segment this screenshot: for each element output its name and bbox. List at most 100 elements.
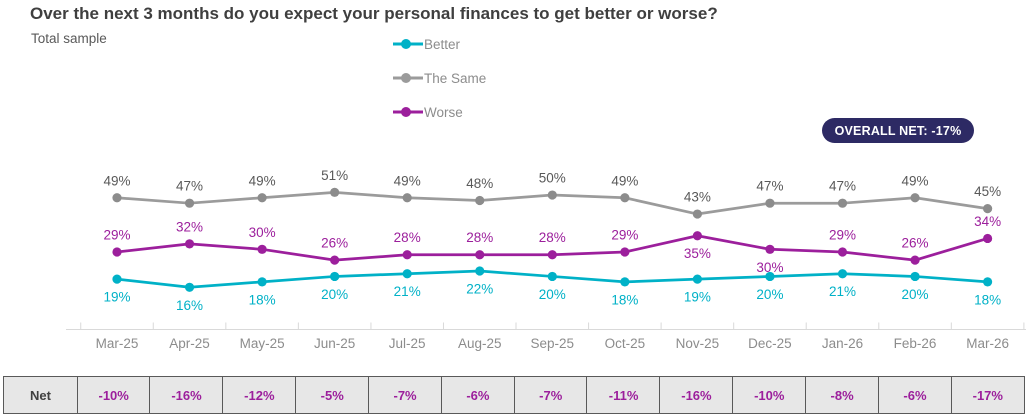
data-label-worse: 32% <box>176 219 203 234</box>
net-row-header: Net <box>3 376 78 414</box>
data-label-worse: 29% <box>103 228 130 243</box>
data-label-the-same: 49% <box>103 173 130 188</box>
data-point-worse <box>475 250 485 260</box>
data-label-the-same: 47% <box>176 179 203 194</box>
x-axis-label: Jul-25 <box>389 336 426 351</box>
data-point-better <box>402 269 412 279</box>
data-label-better: 20% <box>539 287 566 302</box>
net-value-cell: -6% <box>440 376 516 414</box>
data-label-the-same: 43% <box>684 190 711 205</box>
data-label-worse: 28% <box>466 230 493 245</box>
net-value-cell: -11% <box>586 376 661 414</box>
data-point-the-same <box>692 209 703 219</box>
net-value-cell: -5% <box>295 376 370 414</box>
data-point-the-same <box>402 193 412 203</box>
data-label-worse: 29% <box>611 228 638 243</box>
legend-marker-the-same-icon <box>393 73 423 83</box>
net-value-cell: -7% <box>367 376 443 414</box>
data-label-worse: 28% <box>394 230 421 245</box>
legend-label-the-same: The Same <box>424 70 487 86</box>
data-point-worse <box>983 233 993 244</box>
data-point-better <box>837 269 848 279</box>
chart-subtitle: Total sample <box>31 31 107 46</box>
data-label-the-same: 48% <box>466 176 493 191</box>
data-point-the-same <box>620 193 630 203</box>
x-axis-label: May-25 <box>240 336 285 351</box>
data-label-better: 20% <box>902 287 929 302</box>
x-axis-label: Sep-25 <box>531 336 575 351</box>
net-value-cell: -8% <box>804 376 880 414</box>
data-label-the-same: 50% <box>539 171 566 186</box>
legend-item-worse: Worse <box>393 104 486 120</box>
data-label-better: 19% <box>684 290 711 305</box>
x-axis-label: Aug-25 <box>458 336 502 351</box>
data-point-the-same <box>983 204 993 214</box>
data-label-better: 18% <box>249 292 276 307</box>
data-label-worse: 35% <box>684 246 711 261</box>
x-axis-label: Jun-25 <box>314 336 355 351</box>
data-point-worse <box>620 247 630 257</box>
legend-label-better: Better <box>424 36 461 52</box>
data-point-worse <box>402 250 412 260</box>
data-point-the-same <box>112 193 122 203</box>
net-value-cell: -16% <box>659 376 734 414</box>
data-point-worse <box>765 244 775 254</box>
chart-legend: Better The Same Worse <box>393 36 487 140</box>
x-axis-label: Dec-25 <box>748 336 792 351</box>
data-point-the-same <box>765 198 775 208</box>
data-label-the-same: 49% <box>611 173 638 188</box>
x-axis-label: Oct-25 <box>605 336 646 351</box>
x-axis-label: Mar-26 <box>966 336 1009 351</box>
net-value-cell: -17% <box>950 376 1025 414</box>
data-label-the-same: 47% <box>829 179 856 194</box>
data-label-worse: 26% <box>321 236 348 251</box>
x-axis-label: Feb-26 <box>894 336 937 351</box>
data-label-better: 21% <box>394 284 421 299</box>
data-point-better <box>983 277 993 287</box>
data-label-the-same: 49% <box>394 173 421 188</box>
legend-label-worse: Worse <box>424 104 463 120</box>
data-point-better <box>765 271 775 282</box>
net-value-cell: -7% <box>513 376 588 414</box>
data-label-the-same: 47% <box>756 179 783 194</box>
data-label-better: 18% <box>974 292 1001 307</box>
data-point-worse <box>910 255 920 265</box>
data-point-better <box>330 271 340 282</box>
legend-marker-worse-icon <box>393 107 423 117</box>
data-point-the-same <box>330 187 340 197</box>
data-label-worse: 30% <box>756 260 783 275</box>
data-label-the-same: 49% <box>249 173 276 188</box>
data-label-better: 16% <box>176 298 203 313</box>
data-point-the-same <box>184 198 195 208</box>
data-point-better <box>620 277 630 287</box>
x-axis-label: Apr-25 <box>169 336 210 351</box>
data-label-better: 20% <box>321 287 348 302</box>
net-value-cell: -16% <box>149 376 224 414</box>
net-value-cell: -12% <box>222 376 297 414</box>
data-point-the-same <box>837 198 848 208</box>
net-value-cell: -10% <box>732 376 807 414</box>
net-value-cell: -6% <box>877 376 953 414</box>
data-label-worse: 29% <box>829 228 856 243</box>
data-label-better: 21% <box>829 284 856 299</box>
data-point-better <box>547 271 557 282</box>
data-point-better <box>184 282 195 292</box>
data-point-worse <box>692 231 703 241</box>
data-point-better <box>692 274 703 284</box>
data-label-better: 18% <box>611 292 638 307</box>
data-label-better: 20% <box>756 287 783 302</box>
data-point-better <box>910 271 920 282</box>
data-label-better: 22% <box>466 282 493 297</box>
data-point-worse <box>547 250 557 260</box>
legend-marker-better-icon <box>393 39 423 49</box>
net-value-cell: -10% <box>76 376 151 414</box>
legend-item-the-same: The Same <box>393 70 487 86</box>
data-point-better <box>257 277 267 287</box>
data-point-better <box>475 266 485 276</box>
data-label-the-same: 45% <box>974 184 1001 199</box>
data-point-worse <box>330 255 340 265</box>
data-label-the-same: 51% <box>321 168 348 183</box>
chart-title: Over the next 3 months do you expect you… <box>30 4 718 23</box>
